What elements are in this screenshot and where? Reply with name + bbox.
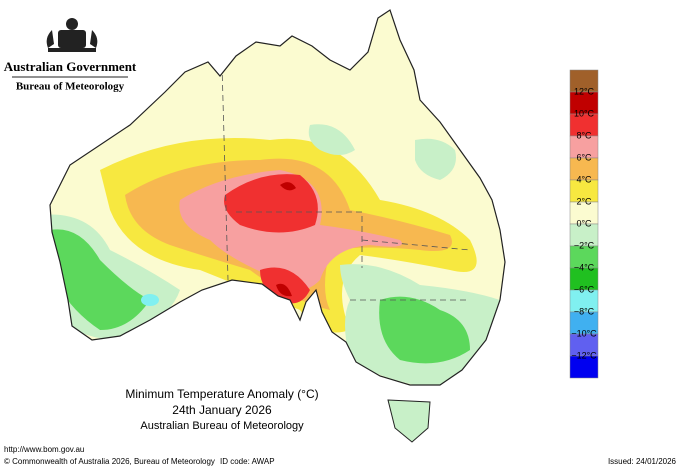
legend-label: −10°C [571,328,597,338]
id-code: ID code: AWAP [220,457,275,466]
copyright: © Commonwealth of Australia 2026, Bureau… [4,457,215,466]
government: Australian Government [4,59,137,74]
map-date: 24th January 2026 [172,403,272,417]
coastline [49,9,506,386]
legend-label: 4°C [576,174,592,184]
minus-four-band [50,229,470,364]
url: http://www.bom.gov.au [4,445,84,454]
state-borders [221,64,471,301]
legend-label: 2°C [576,196,592,206]
tasmania [387,399,431,443]
issued: Issued: 24/01/2026 [608,457,677,466]
minus-six-band [141,294,159,306]
legend-label: 8°C [576,130,592,140]
legend-label: 12°C [574,86,595,96]
legend-label: −12°C [571,350,597,360]
ten-band [276,182,296,297]
eight-band [224,174,318,304]
legend-swatch [569,355,599,379]
coat-of-arms [46,18,98,52]
legend-label: −2°C [574,240,595,250]
map-source: Australian Bureau of Meteorology [140,420,304,432]
legend-label: −6°C [574,284,595,294]
legend-label: 6°C [576,152,592,162]
map-title: Minimum Temperature Anomaly (°C) [125,387,318,401]
legend-label: 0°C [576,218,592,228]
legend-label: 10°C [574,108,595,118]
legend-label: −8°C [574,306,595,316]
legend-label: −4°C [574,262,595,272]
bureau: Bureau of Meteorology [16,81,125,93]
legend: 12°C 10°C 8°C 6°C 4°C 2°C 0°C −2°C −4°C −6°C −8°C −… [569,69,599,379]
